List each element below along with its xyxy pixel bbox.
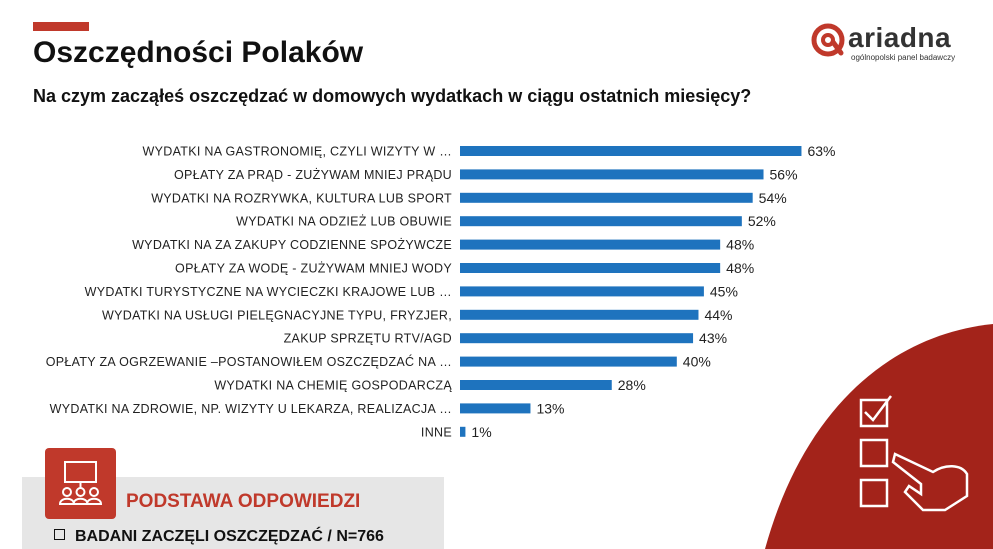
category-label: WYDATKI NA ROZRYWKA, KULTURA LUB SPORT xyxy=(151,191,452,205)
bar xyxy=(460,169,764,180)
value-label: 43% xyxy=(699,330,727,346)
value-label: 56% xyxy=(770,166,798,182)
base-heading: PODSTAWA ODPOWIEDZI xyxy=(126,491,361,512)
category-label: WYDATKI NA GASTRONOMIĘ, CZYLI WIZYTY W … xyxy=(143,145,452,159)
base-item-text: BADANI ZACZĘLI OSZCZĘDZAĆ / N=766 xyxy=(75,528,384,545)
bar xyxy=(460,309,699,320)
category-label: OPŁATY ZA WODĘ - ZUŻYWAM MNIEJ WODY xyxy=(175,262,452,276)
logo-mark-icon xyxy=(811,23,845,57)
value-label: 44% xyxy=(704,307,732,323)
checklist-decoration xyxy=(765,324,993,549)
bar xyxy=(460,333,694,344)
value-label: 54% xyxy=(759,190,787,206)
bar xyxy=(460,263,721,273)
title-accent-bar xyxy=(33,22,89,31)
category-label: WYDATKI TURYSTYCZNE NA WYCIECZKI KRAJOWE… xyxy=(85,285,452,299)
category-label: WYDATKI NA CHEMIĘ GOSPODARCZĄ xyxy=(214,379,452,393)
category-label: WYDATKI NA ODZIEŻ LUB OBUWIE xyxy=(236,215,452,229)
logo-tagline: ogólnopolski panel badawczy xyxy=(851,53,956,62)
bar xyxy=(460,216,742,227)
ariadna-logo: ariadna ogólnopolski panel badawczy xyxy=(810,20,970,66)
page-title: Oszczędności Polaków xyxy=(33,36,364,69)
category-label: WYDATKI NA ZDROWIE, NP. WIZYTY U LEKARZA… xyxy=(50,402,452,416)
value-label: 40% xyxy=(683,354,711,370)
value-label: 63% xyxy=(807,143,835,159)
value-label: 45% xyxy=(710,283,738,299)
bar xyxy=(460,239,721,250)
bar xyxy=(460,426,466,437)
category-label: WYDATKI NA USŁUGI PIELĘGNACYJNE TYPU, FR… xyxy=(102,308,452,322)
value-label: 48% xyxy=(726,260,754,276)
value-label: 1% xyxy=(471,424,491,440)
checkbox-bullet-icon xyxy=(54,529,65,540)
category-label: INNE xyxy=(421,425,452,439)
bar xyxy=(460,146,802,156)
bar xyxy=(460,192,753,203)
category-label: ZAKUP SPRZĘTU RTV/AGD xyxy=(284,332,452,346)
value-label: 48% xyxy=(726,237,754,253)
bar xyxy=(460,380,612,390)
base-item: BADANI ZACZĘLI OSZCZĘDZAĆ / N=766 xyxy=(54,528,384,546)
survey-question: Na czym zacząłeś oszczędzać w domowych w… xyxy=(33,86,752,106)
value-label: 52% xyxy=(748,213,776,229)
bar xyxy=(460,356,677,367)
bar xyxy=(460,403,531,414)
logo-wordmark: ariadna xyxy=(848,22,952,53)
bar xyxy=(460,286,704,297)
category-label: OPŁATY ZA PRĄD - ZUŻYWAM MNIEJ PRĄDU xyxy=(174,168,452,182)
value-label: 13% xyxy=(536,400,564,416)
value-label: 28% xyxy=(618,377,646,393)
category-label: OPŁATY ZA OGRZEWANIE –POSTANOWIŁEM OSZCZ… xyxy=(46,354,452,369)
category-label: WYDATKI NA ZA ZAKUPY CODZIENNE SPOŻYWCZE xyxy=(132,238,452,252)
presentation-icon xyxy=(45,448,116,519)
